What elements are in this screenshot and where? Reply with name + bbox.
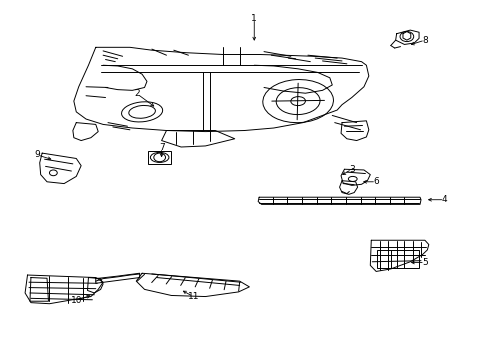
Text: 8: 8 [421, 36, 427, 45]
Bar [376, 250, 418, 267]
Text: 7: 7 [159, 143, 164, 152]
Text: 1: 1 [251, 14, 257, 23]
Text: 11: 11 [187, 292, 199, 301]
Text: 9: 9 [34, 150, 40, 159]
Text: 5: 5 [421, 258, 427, 267]
Text: 3: 3 [348, 165, 354, 174]
Text: 4: 4 [441, 195, 447, 204]
Bar [148, 151, 171, 164]
Text: 10: 10 [70, 296, 82, 305]
Text: 6: 6 [372, 177, 378, 186]
Text: 2: 2 [134, 89, 140, 98]
